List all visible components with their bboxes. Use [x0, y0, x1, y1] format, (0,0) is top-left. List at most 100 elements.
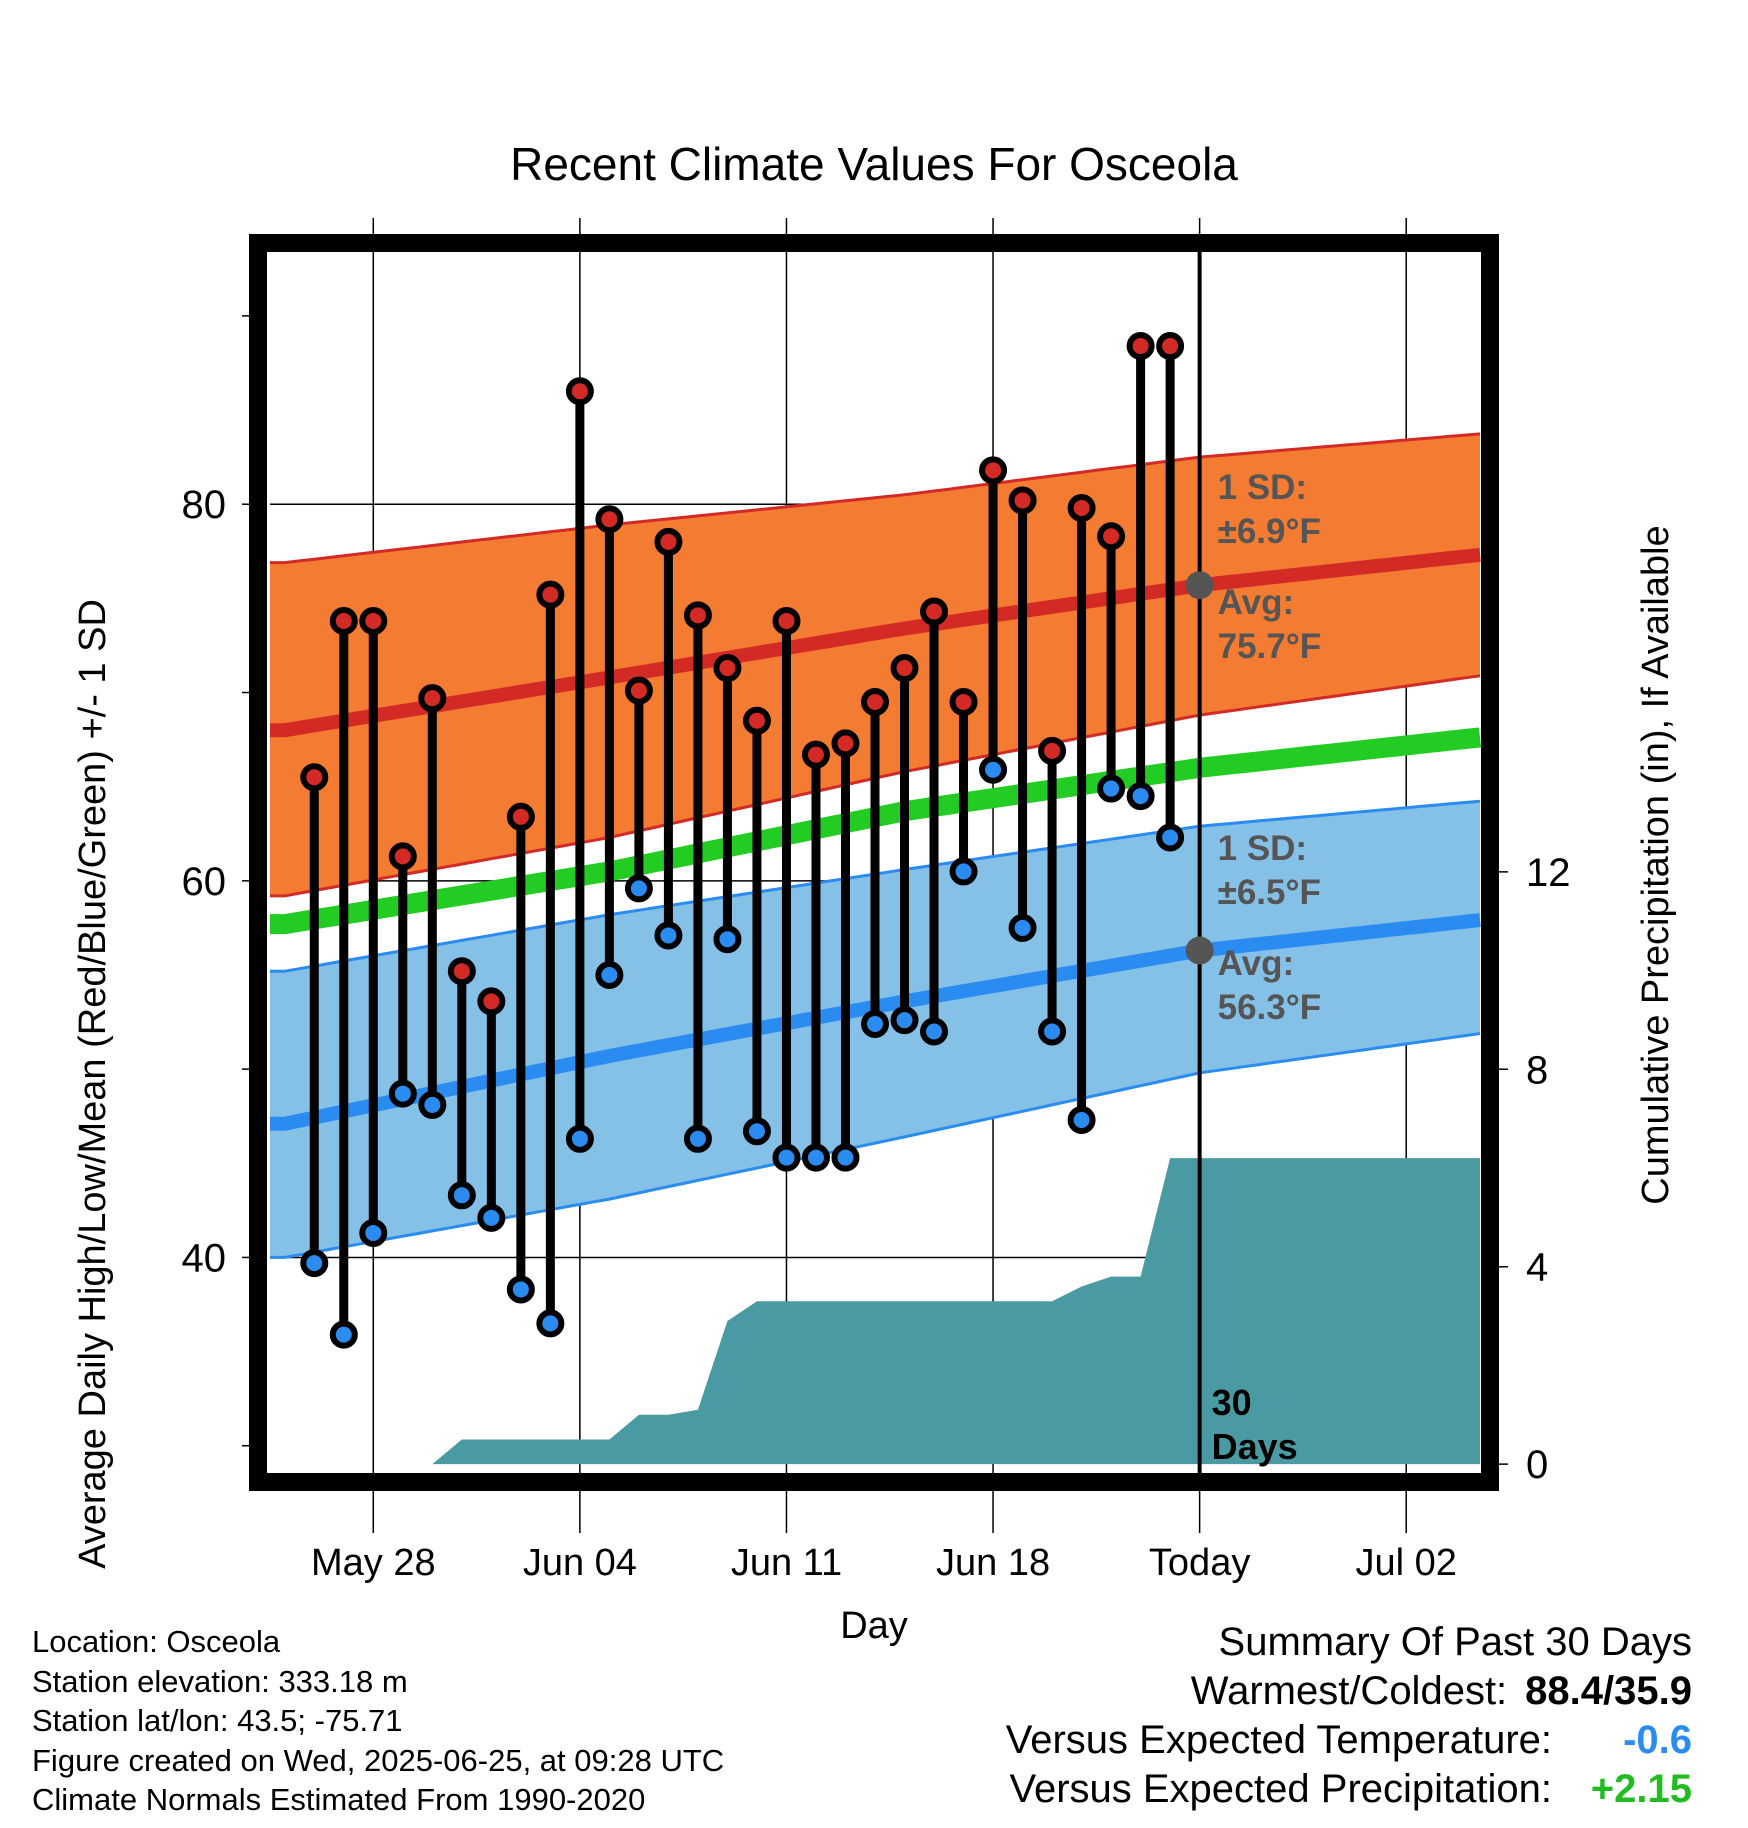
daily-low-point — [624, 874, 653, 903]
daily-low-point — [447, 1181, 476, 1210]
daily-high-point — [920, 597, 949, 626]
daily-stems — [309, 346, 1175, 1335]
daily-high-point — [683, 601, 712, 630]
precip-label: Versus Expected Precipitation: — [1009, 1767, 1552, 1811]
daily-low-point — [654, 921, 683, 950]
daily-high-point — [979, 456, 1008, 485]
daily-high-point — [447, 957, 476, 986]
daily-low-point — [1067, 1105, 1096, 1134]
daily-low-point — [772, 1143, 801, 1172]
created-text: Figure created on Wed, 2025-06-25, at 09… — [32, 1742, 725, 1778]
y-axis-label: Average Daily High/Low/Mean (Red/Blue/Gr… — [72, 599, 114, 1569]
y2-tick-label: 4 — [1526, 1246, 1548, 1290]
y-tick-label: 40 — [182, 1236, 227, 1280]
axis-ticks: May 28 Jun 04 Jun 11 Jun 18 Today Jul 0240608… — [182, 315, 1571, 1584]
high-avg-label: Avg: — [1218, 583, 1294, 622]
y-tick-label: 80 — [182, 483, 227, 527]
plot-border — [249, 234, 1499, 1491]
daily-high-point — [477, 987, 506, 1016]
daily-low-point — [683, 1124, 712, 1153]
precip-area — [270, 1158, 1495, 1465]
station-info: Location: Osceola Station elevation: 333… — [32, 1622, 872, 1820]
x-tick-label: Jun 18 — [936, 1542, 1050, 1584]
x-tick-label: May 28 — [311, 1542, 436, 1584]
daily-high-point — [1038, 736, 1067, 765]
daily-low-point — [1097, 774, 1126, 803]
daily-high-point — [565, 377, 594, 406]
precip-cumulative-area — [270, 1158, 1495, 1465]
daily-low-point — [1008, 913, 1037, 942]
daily-low-point — [565, 1124, 594, 1153]
daily-high-point — [713, 654, 742, 683]
daily-high-point — [801, 740, 830, 769]
daily-high-point — [418, 684, 447, 713]
daily-high-point — [949, 687, 978, 716]
temp-row: Versus Expected Temperature: -0.6 — [812, 1716, 1692, 1765]
low-average-today-dot — [1185, 936, 1214, 965]
daily-low-point — [1038, 1017, 1067, 1046]
low-avg-label: Avg: — [1218, 944, 1294, 983]
high-average-today-dot — [1185, 571, 1214, 600]
daily-low-point — [418, 1090, 447, 1119]
daily-high-point — [388, 842, 417, 871]
x-tick-label: Jun 04 — [523, 1542, 637, 1584]
daily-low-point — [713, 925, 742, 954]
daily-high-point — [1156, 332, 1185, 361]
daily-low-point — [920, 1017, 949, 1046]
daily-high-point — [1097, 522, 1126, 551]
daily-low-point — [742, 1117, 771, 1146]
summary-panel: Summary Of Past 30 Days Warmest/Coldest:… — [812, 1618, 1692, 1814]
y-tick-label: 60 — [182, 860, 227, 904]
elevation-text: Station elevation: 333.18 m — [32, 1663, 408, 1699]
daily-high-point — [1126, 332, 1155, 361]
high-sd-label: 1 SD: — [1218, 468, 1307, 507]
y2-tick-label: 0 — [1526, 1443, 1548, 1487]
daily-high-point — [359, 606, 388, 635]
daily-high-point — [536, 580, 565, 609]
daily-low-point — [300, 1249, 329, 1278]
high-avg-value: 75.7°F — [1218, 627, 1322, 666]
daily-low-point — [890, 1006, 919, 1035]
daily-low-point — [949, 857, 978, 886]
high-average-line — [270, 547, 1481, 738]
high-upper-line — [270, 432, 1481, 565]
normals-text: Climate Normals Estimated From 1990-2020 — [32, 1782, 646, 1817]
daily-high-point — [742, 706, 771, 735]
x-tick-label: Jul 02 — [1356, 1542, 1457, 1584]
warm-cold-value: 88.4/35.9 — [1525, 1669, 1692, 1713]
x-tick-label: Today — [1149, 1542, 1250, 1584]
daily-high-point — [861, 687, 889, 716]
chart-title: Recent Climate Values For Osceola — [510, 138, 1238, 190]
daily-points — [300, 332, 1185, 1349]
daily-low-point — [477, 1203, 506, 1232]
low-avg-value: 56.3°F — [1218, 988, 1322, 1027]
daily-low-point — [1156, 823, 1185, 852]
daily-high-point — [1067, 493, 1096, 522]
high-sd-band — [270, 433, 1480, 896]
plot-frame — [249, 234, 1499, 1491]
today-days-label: Days — [1212, 1426, 1298, 1467]
daily-high-point — [506, 802, 535, 831]
x-tick-label: Jun 11 — [731, 1542, 842, 1584]
daily-low-point — [329, 1320, 358, 1349]
daily-high-point — [595, 505, 624, 534]
latlon-text: Station lat/lon: 43.5; -75.71 — [32, 1703, 403, 1738]
daily-high-point — [654, 527, 683, 556]
daily-low-point — [831, 1143, 860, 1172]
low-sd-value: ±6.5°F — [1218, 873, 1321, 912]
daily-high-point — [772, 606, 801, 635]
y2-axis-label: Cumulative Precipitation (in), If Availa… — [1635, 525, 1677, 1204]
temp-value: -0.6 — [1623, 1718, 1692, 1762]
daily-low-point — [536, 1309, 565, 1338]
high-sd-value: ±6.9°F — [1218, 512, 1321, 551]
daily-high-point — [624, 676, 653, 705]
precip-row: Versus Expected Precipitation: +2.15 — [812, 1765, 1692, 1814]
daily-low-point — [801, 1143, 830, 1172]
y2-tick-label: 12 — [1526, 851, 1571, 895]
daily-low-point — [861, 1009, 889, 1038]
temp-label: Versus Expected Temperature: — [1005, 1718, 1552, 1762]
summary-title: Summary Of Past 30 Days — [1218, 1620, 1692, 1664]
precip-value: +2.15 — [1590, 1767, 1692, 1811]
daily-high-point — [300, 763, 329, 792]
